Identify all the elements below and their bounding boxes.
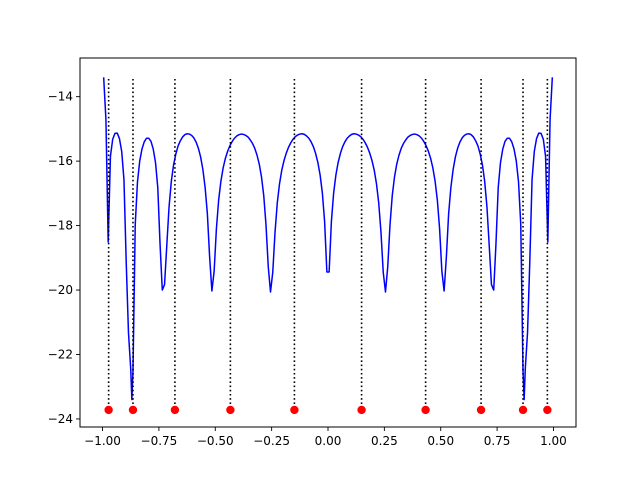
node-marker-8 [518,405,528,415]
node-marker-9 [543,405,552,415]
x-tick-label: 0.50 [427,434,454,448]
node-marker-1 [128,405,138,415]
node-marker-3 [226,405,235,415]
x-tick-label: 0.75 [484,434,511,448]
axis-ticks: −1.00 −0.75 −0.50 −0.25 0.00 0.25 0.50 0.75 1.00… [48,90,567,448]
x-tick-label: −0.75 [141,434,178,448]
y-tick-label: −20 [48,283,73,297]
series-line-0 [102,77,554,401]
node-marker-7 [476,405,486,415]
y-tick-label: −22 [48,347,73,361]
node-marker-6 [421,405,430,415]
x-tick-label: −1.00 [84,434,121,448]
node-marker-2 [170,405,180,415]
y-tick-label: −14 [48,90,73,104]
y-tick-label: −18 [48,219,73,233]
node-marker-5 [357,405,366,415]
x-tick-label: 0.00 [315,434,342,448]
x-tick-label: 0.25 [371,434,398,448]
x-tick-label: −0.25 [253,434,290,448]
x-tick-label: −0.50 [197,434,234,448]
y-tick-label: −16 [48,154,73,168]
plot-area [102,77,554,415]
node-marker-4 [290,405,299,415]
plot-frame [79,57,577,428]
y-tick-label: −24 [48,412,73,426]
node-marker-0 [104,405,113,415]
x-tick-label: 1.00 [540,434,567,448]
